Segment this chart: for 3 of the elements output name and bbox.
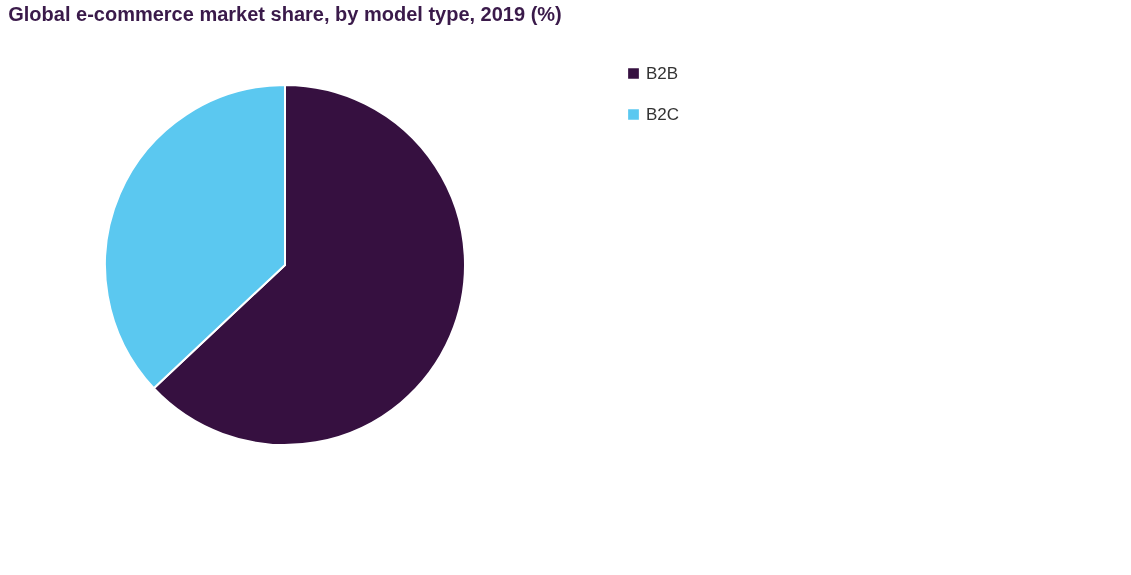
legend-label: B2C	[646, 104, 680, 124]
chart-title: Global e-commerce market share, by model type, 2019 (%)	[8, 3, 562, 25]
legend-label: B2B	[646, 63, 679, 83]
